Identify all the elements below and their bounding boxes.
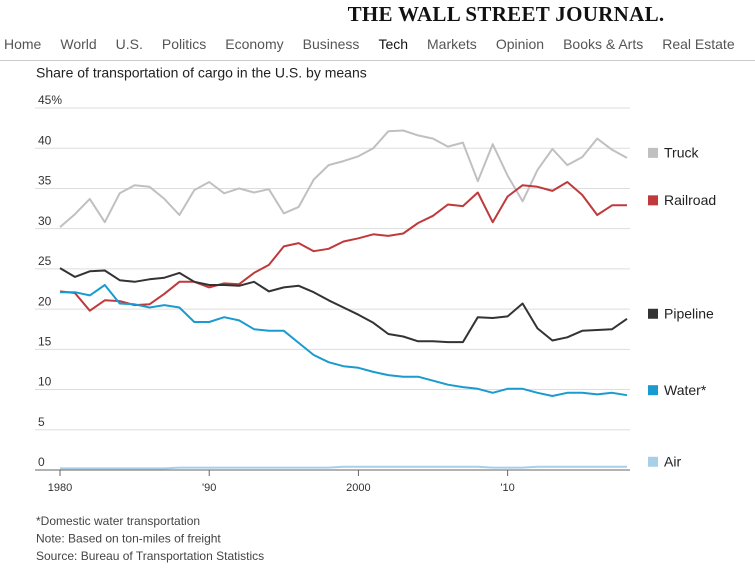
- masthead[interactable]: THE WALL STREET JOURNAL.: [347, 2, 665, 26]
- x-tick-label: '10: [500, 482, 514, 494]
- nav-link[interactable]: Real Estate: [662, 36, 735, 52]
- nav-link[interactable]: Politics: [161, 36, 207, 52]
- footnote: Source: Bureau of Transportation Statist…: [36, 549, 264, 563]
- x-tick-label: '90: [202, 482, 216, 494]
- nav-link[interactable]: Books & Arts: [563, 36, 644, 52]
- line-series: [59, 181, 627, 312]
- legend-label: Water*: [664, 382, 707, 398]
- x-tick-label: 1980: [48, 482, 72, 494]
- footnote: *Domestic water transportation: [36, 514, 200, 528]
- nav-link[interactable]: Markets: [427, 36, 477, 52]
- line-series: [60, 284, 628, 397]
- footnote: Note: Based on ton-miles of freight: [36, 532, 221, 546]
- y-tick-label: 15: [38, 335, 52, 349]
- y-tick-label: 25: [38, 254, 52, 268]
- nav-link[interactable]: Opinion: [495, 36, 545, 52]
- nav-link[interactable]: Business: [302, 36, 360, 52]
- legend-label: Truck: [664, 145, 699, 161]
- y-tick-label: 20: [38, 294, 52, 308]
- line-series: [59, 129, 628, 228]
- y-tick-label: 35: [38, 174, 52, 188]
- legend-label: Pipeline: [664, 305, 714, 321]
- nav-link[interactable]: U.S.: [115, 36, 143, 52]
- y-tick-label: 0: [38, 455, 45, 469]
- legend-swatch: [648, 456, 658, 467]
- line-series: [59, 267, 628, 344]
- y-tick-label: 45%: [38, 93, 62, 107]
- chart-title: Share of transportation of cargo in the …: [36, 65, 367, 81]
- nav-link[interactable]: Economy: [225, 36, 284, 52]
- legend-label: Railroad: [664, 192, 716, 208]
- nav-link[interactable]: Home: [4, 36, 42, 52]
- legend-label: Air: [664, 453, 681, 469]
- legend-swatch: [648, 147, 658, 158]
- x-tick-label: 2000: [346, 482, 370, 494]
- legend-swatch: [648, 195, 658, 206]
- y-tick-label: 10: [38, 375, 52, 389]
- nav-link[interactable]: World: [60, 36, 97, 52]
- line-series: [60, 465, 627, 470]
- y-tick-label: 5: [38, 415, 45, 429]
- legend-swatch: [648, 385, 658, 396]
- nav-bar: Home World U.S. Politics Economy Business Tech…: [0, 36, 755, 61]
- y-tick-label: 40: [38, 133, 52, 147]
- legend-swatch: [648, 308, 658, 319]
- y-tick-label: 30: [38, 214, 52, 228]
- nav-link[interactable]: Tech: [378, 36, 409, 52]
